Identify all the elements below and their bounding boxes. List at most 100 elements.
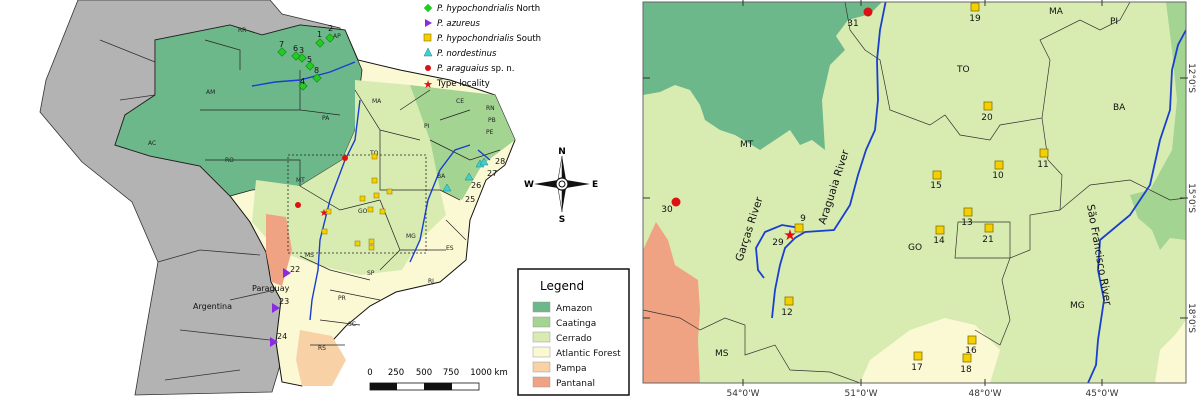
country-label-paraguay: Paraguay xyxy=(252,284,290,293)
point-label: 13 xyxy=(961,218,972,228)
point-label: 3 xyxy=(299,46,304,55)
point-label: 12 xyxy=(781,308,792,318)
state-label: PA xyxy=(322,115,330,122)
state-label: RO xyxy=(225,157,234,164)
overview-points: ★ 1 2 3 4 5 6 7 8 22 23 24 25 26 27 28 xyxy=(270,24,505,347)
yellow-square-icon xyxy=(423,33,432,42)
point-marker-31 xyxy=(342,155,348,161)
swatch-amazon xyxy=(532,301,551,313)
pampa-biome xyxy=(296,330,346,386)
overview-map: RR AP AM PA AC RO MA CE RN PB PE PI TO B… xyxy=(39,0,516,396)
swatch-pantanal xyxy=(532,376,551,388)
point-label: 2 xyxy=(328,24,333,33)
legend-item: Caatinga xyxy=(556,319,596,329)
state-label: ES xyxy=(446,245,454,252)
point-marker-22 xyxy=(283,268,291,278)
point-marker-10 xyxy=(994,160,1004,170)
point-marker-17 xyxy=(913,351,923,361)
point-label: 9 xyxy=(800,214,806,224)
garcas-river xyxy=(755,224,801,279)
point-marker-23 xyxy=(272,303,280,313)
swatch-pampa xyxy=(532,361,551,373)
state-label: MG xyxy=(1070,301,1085,311)
state-label: MT xyxy=(296,177,305,184)
point-marker-2 xyxy=(325,33,335,43)
point-marker-12 xyxy=(784,296,794,306)
point-label: 7 xyxy=(279,40,284,49)
species-legend-item: P. hypochondrialis South xyxy=(437,34,541,44)
state-label: SP xyxy=(367,270,375,277)
point-marker-21 xyxy=(984,223,994,233)
x-tick-label: 54°0'W xyxy=(726,389,759,399)
point-marker-11 xyxy=(1039,148,1049,158)
state-labels: RR AP AM PA AC RO MA CE RN PB PE PI TO B… xyxy=(148,27,496,352)
atlantic-forest-detail-se xyxy=(1155,320,1186,383)
compass-east: E xyxy=(592,180,598,190)
x-tick-label: 51°0'W xyxy=(844,389,877,399)
point-marker-5 xyxy=(305,61,315,71)
scale-label: 750 xyxy=(443,368,459,378)
rivers-overview xyxy=(251,61,491,321)
cerrado-biome xyxy=(252,80,446,275)
caatinga-biome xyxy=(400,85,515,200)
state-label: CE xyxy=(456,98,464,105)
state-label: PI xyxy=(424,123,430,130)
point-label: 29 xyxy=(772,238,784,248)
scale-label: 500 xyxy=(416,368,432,378)
species-legend: P. hypochondrialis North P. azureus P. h… xyxy=(423,3,541,91)
state-label: MG xyxy=(406,233,416,240)
point-label: 19 xyxy=(969,14,981,24)
point-label: 8 xyxy=(314,66,319,75)
legend-item: Pampa xyxy=(556,364,587,374)
country-label-argentina: Argentina xyxy=(193,302,232,311)
detail-state-labels: MA PI TO BA MT GO MG MS xyxy=(715,7,1126,359)
point-marker-6 xyxy=(291,51,301,61)
caatinga-detail xyxy=(1130,2,1186,250)
state-label: PR xyxy=(338,295,346,302)
species-legend-item: P. araguaius sp. n. xyxy=(437,64,514,74)
point-marker-30 xyxy=(671,197,681,207)
state-label: MS xyxy=(715,349,729,359)
state-borders-detail xyxy=(643,2,1186,383)
type-locality-star: ★ xyxy=(320,208,329,219)
point-label: 5 xyxy=(307,55,312,64)
x-tick-label: 48°0'W xyxy=(968,389,1001,399)
point-marker-13 xyxy=(963,207,973,217)
point-marker-28 xyxy=(479,157,489,166)
green-diamond-icon xyxy=(423,3,433,13)
point-marker-14 xyxy=(935,225,945,235)
state-label: PB xyxy=(488,117,496,124)
point-label: 31 xyxy=(847,19,858,29)
swatch-atlantic-forest xyxy=(532,346,551,358)
point-marker-19 xyxy=(970,2,980,12)
state-label: GO xyxy=(908,243,922,253)
state-label: PE xyxy=(486,129,494,136)
state-label: PI xyxy=(1110,17,1118,27)
point-marker-9 xyxy=(794,223,804,233)
state-label: AP xyxy=(333,33,341,40)
compass-rose: N S E W xyxy=(524,147,598,225)
araguaia-river xyxy=(771,2,887,319)
compass-north: N xyxy=(558,147,566,157)
swatch-cerrado xyxy=(532,331,551,343)
detail-map: MA PI TO BA MT GO MG MS Araguaia River G… xyxy=(642,0,1196,399)
point-label: 18 xyxy=(960,365,972,375)
point-label: 21 xyxy=(982,235,993,245)
state-label: MA xyxy=(1049,7,1064,17)
detail-points: ★ 31 19 20 11 10 15 13 14 21 9 29 30 12 … xyxy=(661,2,1049,375)
map-frame xyxy=(642,1,1187,384)
state-label: RN xyxy=(486,105,495,112)
study-area-inset xyxy=(287,154,427,254)
swatch-caatinga xyxy=(532,316,551,328)
point-label: 23 xyxy=(279,297,289,306)
biome-legend: Legend Amazon Caatinga Cerrado Atlantic … xyxy=(517,268,630,396)
point-marker-31 xyxy=(863,7,873,17)
point-label: 22 xyxy=(290,265,300,274)
purple-triangle-icon xyxy=(425,19,432,27)
point-marker-25 xyxy=(442,183,452,192)
point-label: 15 xyxy=(930,181,941,191)
point-marker-8 xyxy=(312,73,322,83)
red-star-icon: ★ xyxy=(423,78,433,91)
amazon-biome-detail xyxy=(643,2,882,150)
